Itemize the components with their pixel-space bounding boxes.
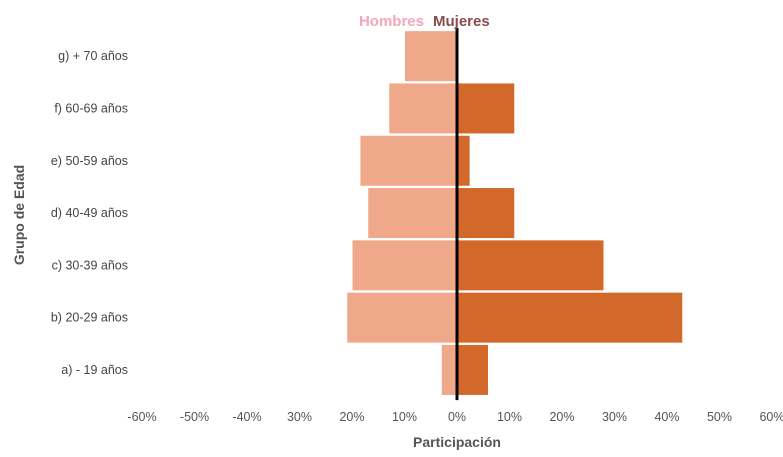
bar-mujeres (456, 187, 516, 240)
bar-mujeres (456, 82, 516, 135)
category-label: b) 20-29 años (51, 311, 128, 325)
bar-mujeres (456, 291, 684, 344)
x-tick-label: 30% (287, 410, 312, 424)
x-tick-label: -60% (127, 410, 156, 424)
x-tick-label: -40% (232, 410, 261, 424)
x-tick-label: 10% (392, 410, 417, 424)
bar-hombres (440, 343, 458, 396)
category-label: c) 30-39 años (52, 258, 128, 272)
x-tick-label: 20% (549, 410, 574, 424)
x-axis-title: Participación (413, 434, 501, 450)
x-tick-label: 40% (654, 410, 679, 424)
category-label: g) + 70 años (58, 49, 128, 63)
bar-hombres (367, 187, 458, 240)
category-label: d) 40-49 años (51, 206, 128, 220)
bar-hombres (359, 134, 458, 187)
bar-hombres (351, 239, 458, 292)
x-tick-label: 20% (339, 410, 364, 424)
bar-mujeres (456, 239, 605, 292)
bar-mujeres (456, 343, 489, 396)
legend-hombres: Hombres (359, 13, 424, 30)
x-tick-label: 0% (448, 410, 466, 424)
x-tick-label: 50% (707, 410, 732, 424)
bar-hombres (388, 82, 458, 135)
bar-mujeres (456, 134, 471, 187)
x-tick-label: 60% (759, 410, 783, 424)
category-label: f) 60-69 años (54, 101, 128, 115)
category-label: a) - 19 años (61, 363, 128, 377)
legend-mujeres: Mujeres (433, 13, 490, 30)
x-tick-label: -50% (180, 410, 209, 424)
category-label: e) 50-59 años (51, 154, 128, 168)
x-tick-label: 30% (602, 410, 627, 424)
bar-hombres (404, 30, 458, 83)
y-axis-title: Grupo de Edad (11, 165, 27, 265)
x-tick-label: 10% (497, 410, 522, 424)
bar-hombres (346, 291, 458, 344)
